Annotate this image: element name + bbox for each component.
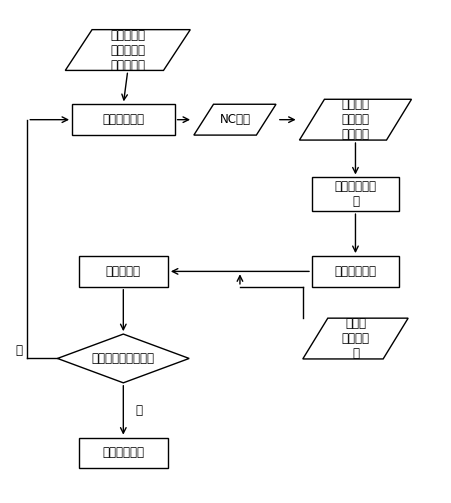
Text: 是: 是: [135, 404, 143, 416]
Text: 参考点曲
线和刀轴
矢量曲线: 参考点曲 线和刀轴 矢量曲线: [341, 98, 368, 141]
Text: 否: 否: [16, 345, 23, 358]
Text: 输入（刀具
几何、曲面
几何模型）: 输入（刀具 几何、曲面 几何模型）: [110, 29, 145, 71]
Text: 刀具路径规划: 刀具路径规划: [102, 113, 144, 126]
Polygon shape: [65, 30, 190, 70]
Text: NC代码: NC代码: [219, 113, 250, 126]
Text: 工艺参数优化: 工艺参数优化: [102, 447, 144, 459]
Polygon shape: [299, 99, 410, 140]
Text: 刀具包络面计
算: 刀具包络面计 算: [334, 180, 376, 208]
Text: 切削厚度计算: 切削厚度计算: [334, 265, 376, 278]
Text: 切削深
度，进给
率: 切削深 度，进给 率: [341, 317, 368, 360]
Polygon shape: [57, 334, 189, 383]
Polygon shape: [302, 318, 407, 359]
Bar: [72, 104, 174, 135]
Bar: [78, 256, 168, 287]
Polygon shape: [193, 104, 276, 135]
Bar: [311, 178, 398, 211]
Bar: [78, 438, 168, 468]
Bar: [311, 256, 398, 287]
Text: 切削力计算: 切削力计算: [106, 265, 141, 278]
Text: 切削力是否小于阈值: 切削力是否小于阈值: [92, 352, 155, 365]
